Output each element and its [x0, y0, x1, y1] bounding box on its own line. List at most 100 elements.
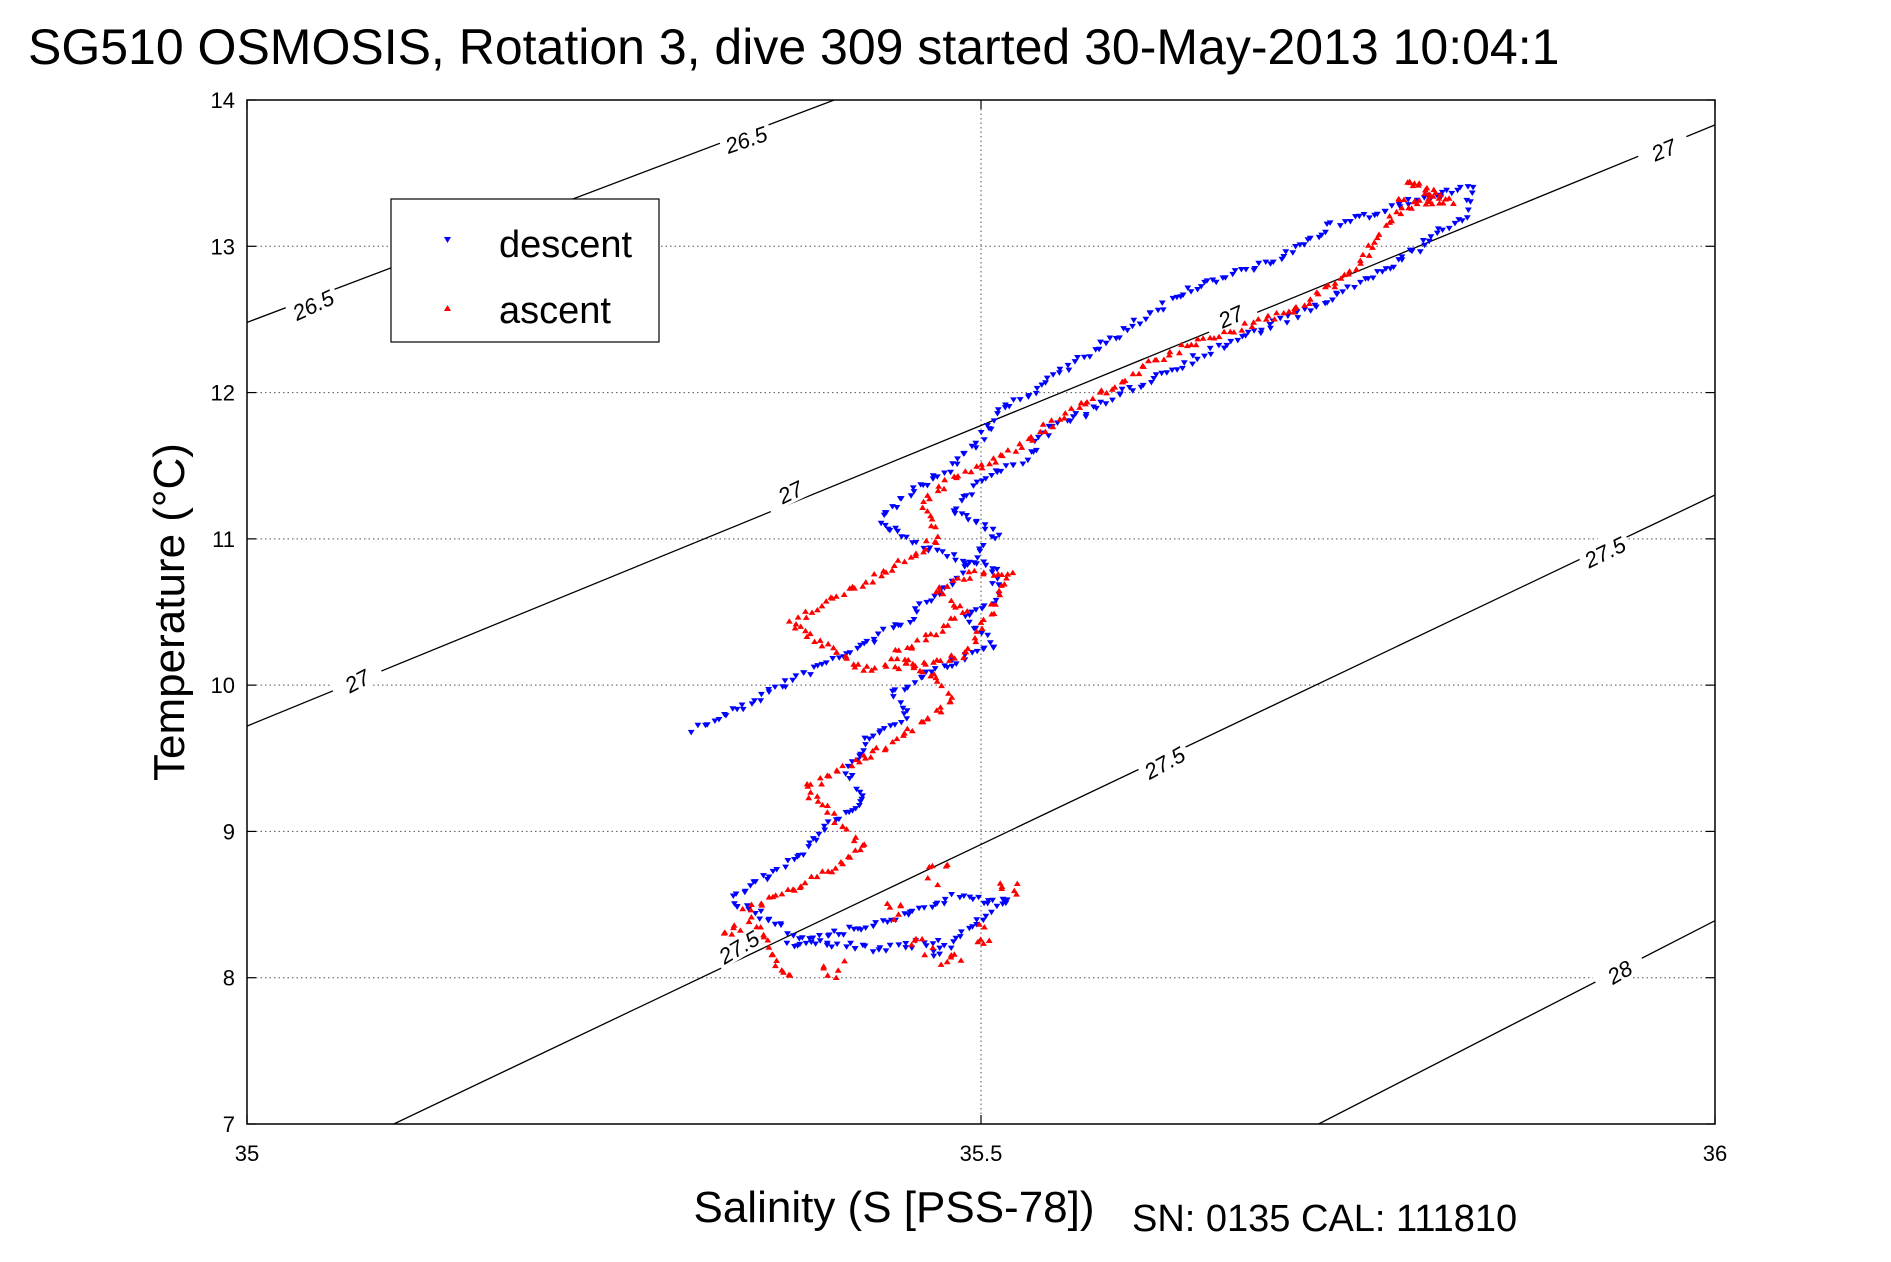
- descent-point: [932, 902, 940, 908]
- descent-point: [1212, 279, 1220, 286]
- ascent-point: [882, 569, 890, 575]
- descent-point: [756, 916, 764, 922]
- descent-point: [984, 632, 992, 639]
- descent-point: [1312, 304, 1320, 310]
- descent-point: [931, 666, 939, 672]
- ascent-point: [850, 837, 858, 844]
- ascent-point: [938, 682, 945, 689]
- ascent-point: [813, 873, 821, 880]
- descent-point: [1035, 434, 1042, 441]
- descent-point: [1129, 323, 1136, 330]
- ascent-point: [972, 638, 980, 645]
- ascent-point: [976, 921, 983, 927]
- descent-point: [853, 786, 860, 793]
- descent-point: [1109, 397, 1116, 403]
- descent-point: [798, 935, 806, 941]
- descent-point: [1090, 404, 1097, 410]
- descent-point: [1369, 275, 1377, 281]
- descent-point: [747, 883, 754, 889]
- ascent-point: [785, 618, 793, 624]
- ascent-point: [1013, 880, 1021, 886]
- descent-point: [1419, 238, 1427, 244]
- descent-point: [1307, 308, 1315, 314]
- descent-point: [821, 827, 829, 833]
- descent-point: [1255, 260, 1263, 267]
- ascent-point: [841, 958, 848, 964]
- ascent-point: [846, 854, 854, 860]
- descent-point: [995, 582, 1003, 588]
- descent-point: [812, 941, 819, 947]
- descent-point: [1406, 247, 1414, 253]
- ascent-point: [816, 637, 824, 643]
- descent-point: [1360, 212, 1368, 218]
- ascent-point: [922, 631, 930, 638]
- descent-point: [928, 669, 935, 675]
- descent-point: [892, 525, 899, 532]
- descent-point: [959, 570, 967, 577]
- descent-point: [970, 483, 977, 489]
- descent-point: [1064, 362, 1072, 369]
- contour-label-bg: [1200, 292, 1259, 338]
- ascent-point: [1430, 186, 1438, 193]
- descent-point: [1395, 202, 1403, 208]
- ascent-point: [1098, 387, 1105, 393]
- descent-point: [921, 940, 928, 946]
- ascent-point: [737, 927, 744, 933]
- descent-point: [1019, 461, 1027, 467]
- descent-point: [1215, 342, 1223, 349]
- ascent-point: [1039, 421, 1047, 427]
- descent-point: [1244, 329, 1252, 336]
- descent-point: [1184, 285, 1192, 291]
- ascent-point: [1199, 335, 1207, 341]
- ascent-point: [937, 704, 944, 710]
- descent-point: [806, 840, 813, 846]
- descent-point: [748, 701, 756, 707]
- descent-point: [814, 663, 822, 669]
- descent-point: [978, 630, 986, 636]
- ascent-point: [1382, 222, 1390, 228]
- descent-point: [1267, 325, 1274, 332]
- descent-point: [1054, 420, 1061, 426]
- ascent-point: [859, 583, 867, 589]
- ascent-point: [939, 628, 947, 634]
- ascent-point: [757, 900, 765, 906]
- descent-point: [895, 942, 903, 948]
- descent-point: [989, 526, 997, 533]
- ascent-point: [1215, 333, 1223, 340]
- descent-point: [1267, 261, 1274, 267]
- ascent-point: [1386, 213, 1393, 219]
- descent-point: [907, 493, 915, 499]
- ascent-point: [860, 667, 868, 673]
- ascent-point: [791, 887, 798, 893]
- ascent-point: [934, 487, 942, 494]
- descent-point: [806, 936, 813, 942]
- descent-point: [968, 650, 976, 656]
- descent-point: [981, 526, 989, 533]
- descent-point: [1467, 199, 1474, 205]
- x-tick-label: 36: [1703, 1141, 1727, 1166]
- descent-point: [1421, 242, 1428, 249]
- descent-point: [889, 504, 896, 510]
- descent-point: [846, 650, 854, 656]
- descent-point: [870, 636, 878, 643]
- descent-point: [1329, 297, 1336, 303]
- descent-point: [1282, 249, 1290, 255]
- descent-point: [929, 941, 937, 947]
- descent-point: [915, 905, 923, 912]
- descent-point: [958, 929, 965, 935]
- ascent-point: [748, 914, 755, 920]
- ascent-point: [977, 936, 984, 942]
- ascent-point: [924, 875, 932, 881]
- descent-point: [991, 536, 999, 542]
- ascent-point: [960, 654, 967, 661]
- ascent-point: [1436, 200, 1443, 206]
- ascent-point: [901, 558, 908, 565]
- ascent-point: [974, 938, 982, 945]
- ascent-point: [778, 891, 786, 897]
- descent-point: [997, 468, 1005, 475]
- descent-point: [973, 518, 980, 525]
- ascent-point: [816, 775, 824, 781]
- ascent-point: [931, 538, 939, 545]
- descent-point: [884, 919, 891, 926]
- ascent-point: [1004, 447, 1012, 453]
